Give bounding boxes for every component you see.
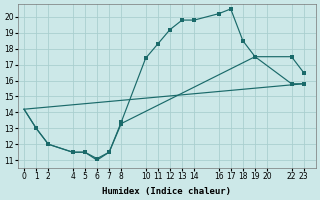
X-axis label: Humidex (Indice chaleur): Humidex (Indice chaleur) (102, 187, 231, 196)
